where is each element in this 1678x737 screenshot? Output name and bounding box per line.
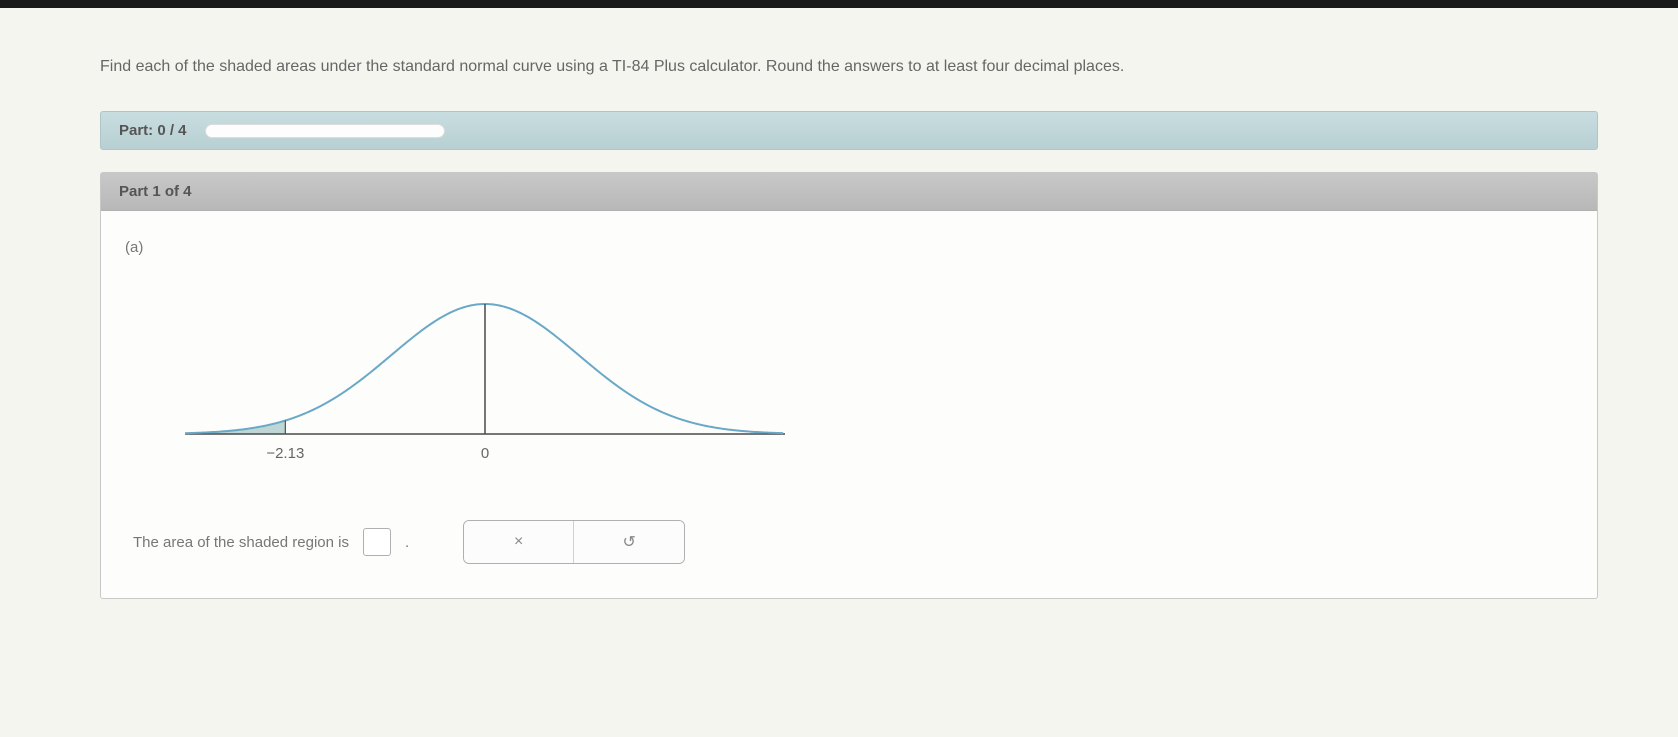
reset-icon: ↺	[622, 532, 635, 552]
top-accent-bar	[0, 0, 1678, 8]
subpart-label: (a)	[125, 239, 1573, 256]
question-instructions: Find each of the shaded areas under the …	[100, 58, 1598, 76]
part-header: Part 1 of 4	[101, 173, 1597, 211]
svg-text:−2.13: −2.13	[266, 445, 304, 462]
answer-row: The area of the shaded region is . × ↺	[133, 520, 1573, 564]
reset-button[interactable]: ↺	[574, 521, 684, 563]
svg-text:0: 0	[481, 445, 489, 462]
progress-bar	[205, 124, 445, 138]
page-container: Find each of the shaded areas under the …	[0, 8, 1678, 619]
part-container: Part 1 of 4 (a) −2.13 0 The area of the s…	[100, 172, 1598, 599]
part-body: (a) −2.13 0 The area of the shaded region…	[101, 211, 1597, 598]
answer-button-group: × ↺	[463, 520, 685, 564]
normal-curve-figure: −2.13 0	[165, 284, 805, 484]
close-icon: ×	[514, 533, 523, 551]
progress-label: Part: 0 / 4	[119, 122, 187, 139]
clear-button[interactable]: ×	[464, 521, 574, 563]
answer-period: .	[405, 534, 409, 551]
answer-input[interactable]	[363, 528, 391, 556]
answer-prompt: The area of the shaded region is	[133, 534, 349, 551]
progress-panel: Part: 0 / 4	[100, 111, 1598, 150]
